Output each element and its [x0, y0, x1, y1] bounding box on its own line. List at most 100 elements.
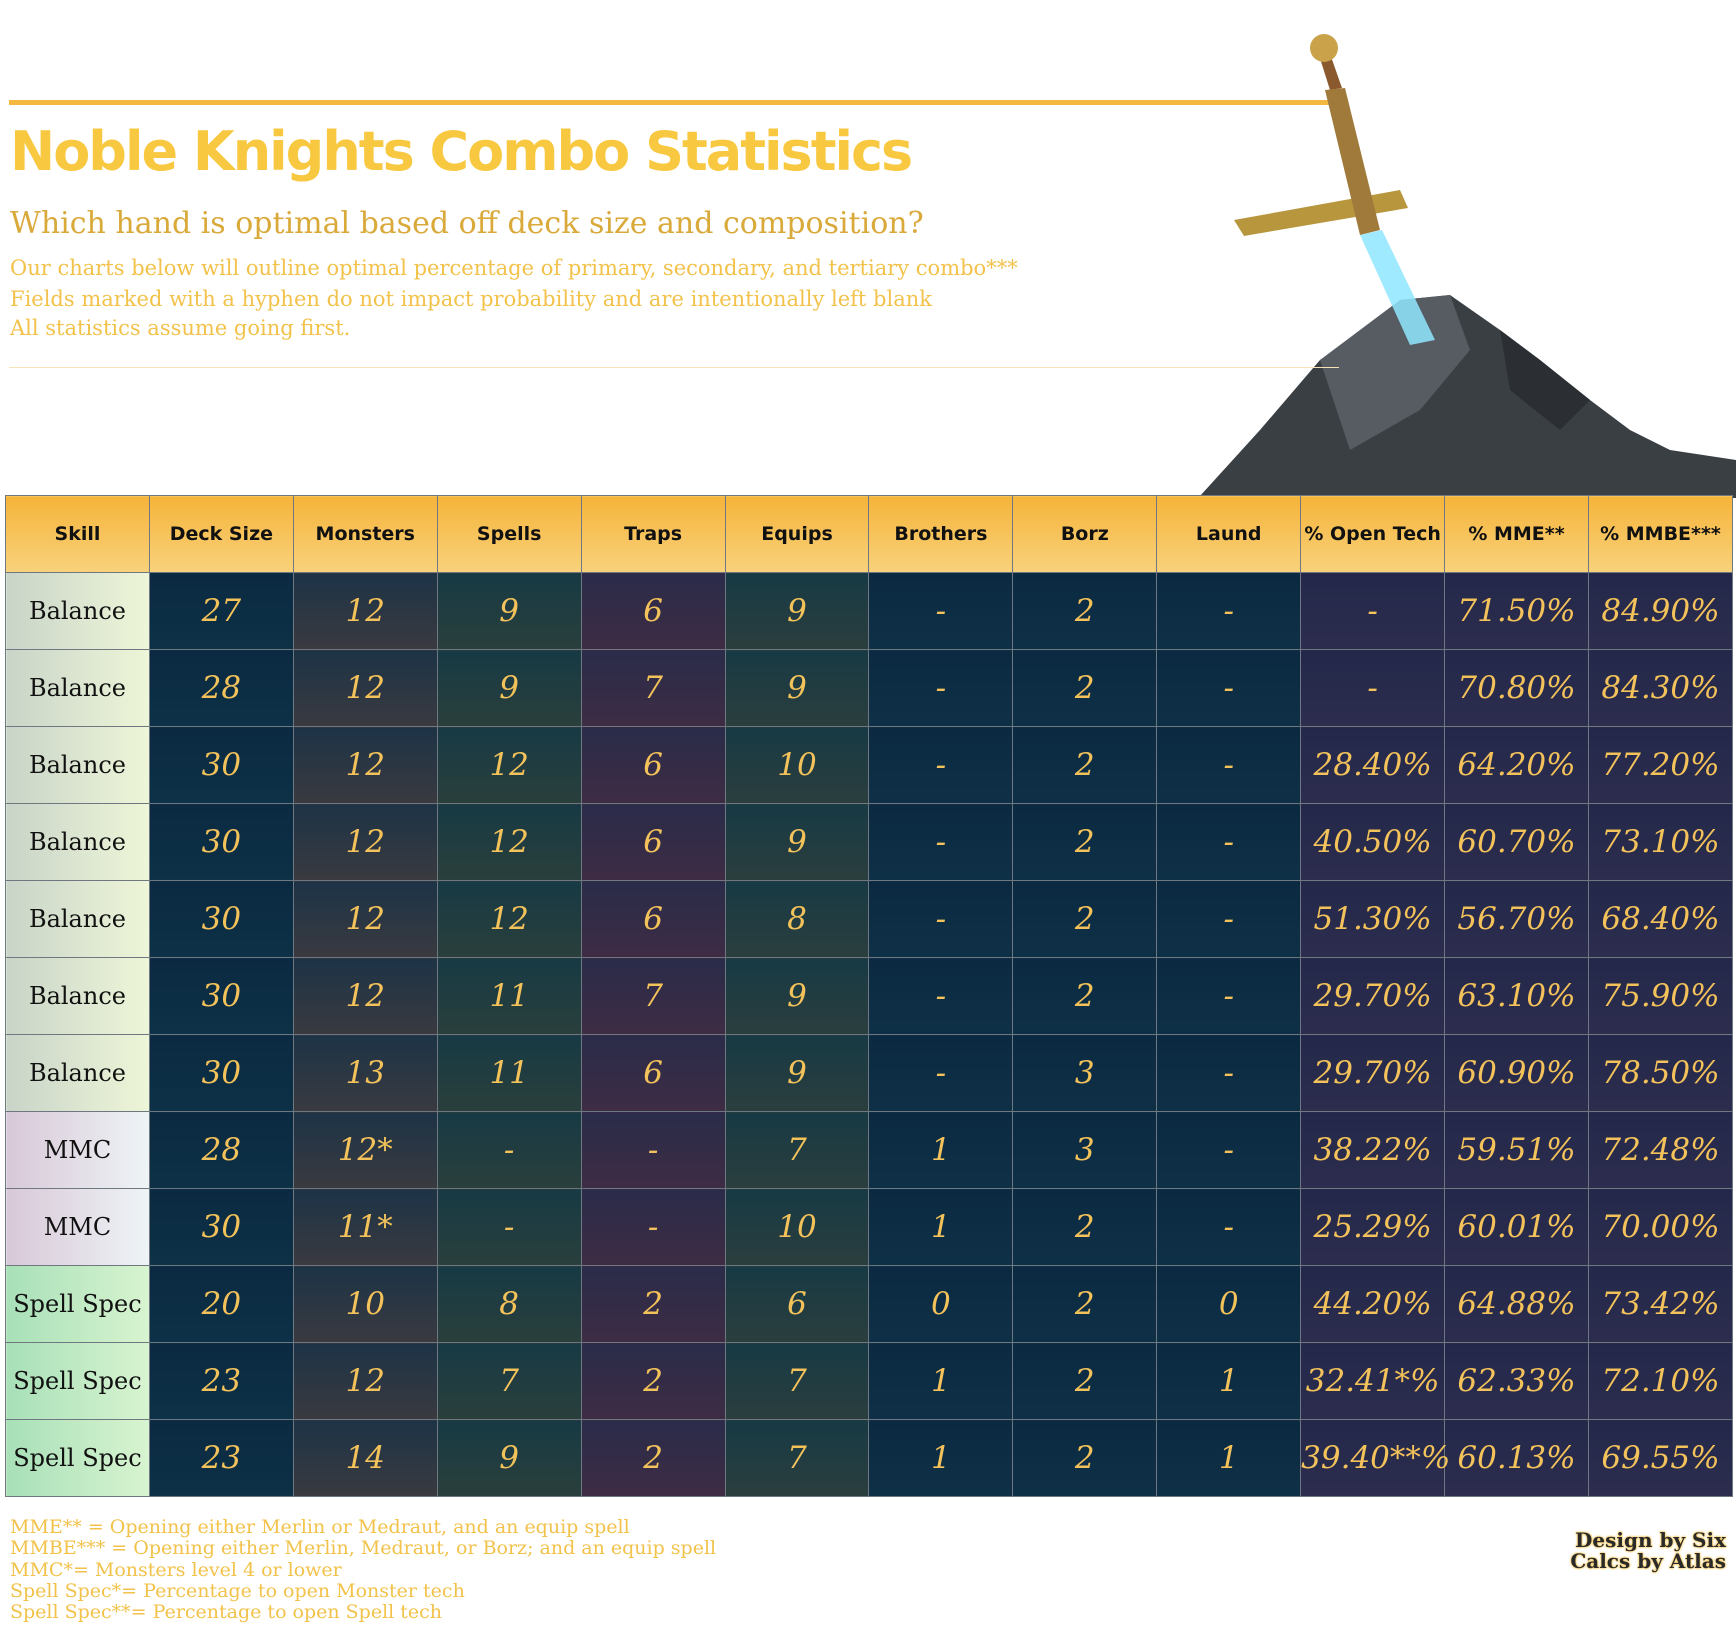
value-cell: 2	[1012, 880, 1158, 958]
value-cell: 12	[292, 649, 438, 727]
value-cell: 9	[724, 649, 870, 727]
value-cell: 2	[580, 1419, 726, 1497]
table-row: Balance 27 12 9 6 9-2- -71.50% 84.90%	[5, 572, 1734, 650]
value-cell: 3	[1012, 1111, 1158, 1189]
value-cell: -	[1300, 649, 1446, 727]
note: Fields marked with a hyphen do not impac…	[10, 287, 932, 311]
value-cell: -	[1156, 649, 1302, 727]
table-row: Balance 30 13 11 6 9-3-29.70% 60.90% 78.50%	[5, 1034, 1734, 1112]
divider	[9, 100, 1331, 105]
value-cell: 20	[148, 1265, 294, 1343]
credit: Calcs by Atlas	[1570, 1549, 1726, 1573]
table-row: Balance 30 12 12 6 8-2-51.30% 56.70% 68.40%	[5, 880, 1734, 958]
value-cell: 28.40%	[1300, 726, 1446, 804]
skill-cell: Balance	[5, 649, 150, 727]
skill-cell: Balance	[5, 803, 150, 881]
value-cell: 1	[1156, 1419, 1302, 1497]
value-cell: 12	[292, 957, 438, 1035]
value-cell: -	[1300, 572, 1446, 650]
column-header: Borz	[1012, 495, 1158, 573]
column-header: % MME**	[1444, 495, 1589, 573]
value-cell: 62.33%	[1444, 1342, 1589, 1420]
value-cell: 59.51%	[1444, 1111, 1589, 1189]
column-header: Monsters	[292, 495, 438, 573]
table-row: Spell Spec 20 10 8 2 6 0 2 0 44.20% 64.88% 73.42%	[5, 1265, 1734, 1343]
value-cell: 23	[148, 1419, 294, 1497]
skill-cell: Balance	[5, 726, 150, 804]
value-cell: 10	[724, 726, 870, 804]
table-row: Balance 30 12 11 7 9-2-29.70% 63.10% 75.90%	[5, 957, 1734, 1035]
skill-cell: Balance	[5, 880, 150, 958]
skill-cell: Balance	[5, 572, 150, 650]
value-cell: 60.01%	[1444, 1188, 1589, 1266]
value-cell: 73.10%	[1587, 803, 1734, 881]
value-cell: 9	[724, 957, 870, 1035]
value-cell: 10	[292, 1265, 438, 1343]
value-cell: 2	[1012, 1188, 1158, 1266]
value-cell: 73.42%	[1587, 1265, 1734, 1343]
value-cell: 2	[1012, 726, 1158, 804]
value-cell: 28	[148, 649, 294, 727]
header-row: Skill Deck Size Monsters Spells Traps Equips B…	[5, 495, 1734, 573]
value-cell: 12	[436, 880, 582, 958]
value-cell: -	[436, 1111, 582, 1189]
footnote: MMBE*** = Opening either Merlin, Medraut…	[10, 1537, 717, 1559]
value-cell: 12*	[292, 1111, 438, 1189]
value-cell: 3	[1012, 1034, 1158, 1112]
value-cell: 8	[724, 880, 870, 958]
value-cell: 29.70%	[1300, 957, 1446, 1035]
value-cell: 2	[1012, 1265, 1158, 1343]
value-cell: 11	[436, 1034, 582, 1112]
value-cell: 60.13%	[1444, 1419, 1589, 1497]
value-cell: 60.70%	[1444, 803, 1589, 881]
value-cell: 7	[724, 1419, 870, 1497]
divider	[9, 367, 1339, 368]
skill-cell: Spell Spec	[5, 1419, 150, 1497]
value-cell: 9	[436, 572, 582, 650]
value-cell: 70.00%	[1587, 1188, 1734, 1266]
note: Our charts below will outline optimal pe…	[10, 256, 1018, 280]
column-header: % MMBE***	[1587, 495, 1734, 573]
value-cell: 12	[292, 726, 438, 804]
value-cell: 12	[436, 726, 582, 804]
value-cell: 78.50%	[1587, 1034, 1734, 1112]
value-cell: 27	[148, 572, 294, 650]
value-cell: 44.20%	[1300, 1265, 1446, 1343]
skill-cell: MMC	[5, 1188, 150, 1266]
value-cell: 12	[292, 880, 438, 958]
value-cell: 12	[292, 1342, 438, 1420]
value-cell: 72.48%	[1587, 1111, 1734, 1189]
value-cell: -	[580, 1188, 726, 1266]
value-cell: -	[868, 572, 1014, 650]
value-cell: -	[1156, 880, 1302, 958]
skill-cell: Spell Spec	[5, 1265, 150, 1343]
value-cell: 0	[1156, 1265, 1302, 1343]
value-cell: 0	[868, 1265, 1014, 1343]
value-cell: 28	[148, 1111, 294, 1189]
value-cell: 6	[580, 726, 726, 804]
value-cell: 63.10%	[1444, 957, 1589, 1035]
value-cell: 1	[868, 1342, 1014, 1420]
column-header: Skill	[5, 495, 150, 573]
sword-illustration	[1200, 34, 1736, 498]
footnote: MMC*= Monsters level 4 or lower	[10, 1559, 342, 1581]
value-cell: -	[868, 649, 1014, 727]
value-cell: 13	[292, 1034, 438, 1112]
value-cell: 12	[292, 572, 438, 650]
value-cell: -	[868, 803, 1014, 881]
table-row: Spell Spec 23 12 7 2 7 1 2 1 32.41*% 62.33% 72.10%	[5, 1342, 1734, 1420]
value-cell: 6	[580, 572, 726, 650]
value-cell: 2	[1012, 1342, 1158, 1420]
value-cell: 70.80%	[1444, 649, 1589, 727]
value-cell: 9	[724, 1034, 870, 1112]
value-cell: 30	[148, 1188, 294, 1266]
value-cell: 77.20%	[1587, 726, 1734, 804]
value-cell: 71.50%	[1444, 572, 1589, 650]
skill-cell: Spell Spec	[5, 1342, 150, 1420]
value-cell: 68.40%	[1587, 880, 1734, 958]
table-row: Balance 28 12 9 7 9-2- -70.80% 84.30%	[5, 649, 1734, 727]
table-row: Spell Spec 23 14 9 2 7 1 2 1 39.40**% 60.13% 69.55%	[5, 1419, 1734, 1497]
skill-cell: MMC	[5, 1111, 150, 1189]
value-cell: 6	[580, 1034, 726, 1112]
